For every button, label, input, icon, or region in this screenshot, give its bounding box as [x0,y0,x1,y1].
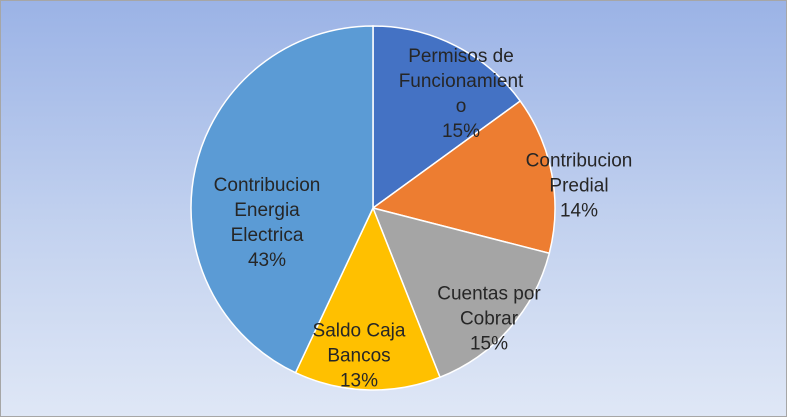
slice-label: Permisos de Funcionamiento 15% [399,44,524,144]
percent-label: 15% [441,121,481,142]
slice-label: Contribucion Predial 14% [514,149,644,224]
pie-slice [190,25,374,374]
percent-label: 43% [247,250,287,271]
pie-slice [371,99,556,255]
slice-label: Contribucion Energia Electrica 43% [202,173,332,273]
slice-label: Saldo Caja Bancos 13% [304,319,414,394]
category-name: Permisos de Funcionamiento [398,46,524,117]
pie-slice [294,206,441,391]
category-name: Saldo Caja Bancos [312,320,406,367]
slice-label: Cuentas por Cobrar 15% [424,282,554,357]
percent-label: 15% [469,333,509,355]
percent-label: 13% [339,370,379,392]
pie-slice [371,206,551,379]
category-name: Contribucion Energia Electrica [213,175,321,246]
category-name: Cuentas por Cobrar [437,283,541,330]
pie-slice [372,25,522,210]
percent-label: 14% [559,200,599,222]
category-name: Contribucion Predial [525,150,633,197]
